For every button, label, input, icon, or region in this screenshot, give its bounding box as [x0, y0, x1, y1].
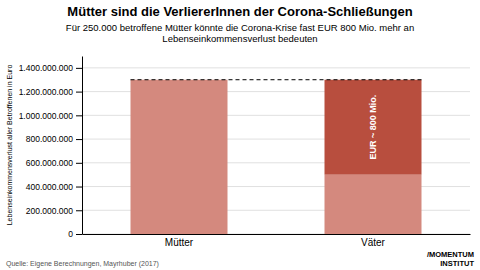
tick-label: Mütter: [165, 237, 194, 248]
tick-mark: [76, 68, 82, 69]
axis-line: [83, 234, 471, 235]
tick: 200.000.000: [26, 205, 82, 215]
chart: Mütter sind die VerliererInnen der Coron…: [0, 0, 480, 270]
tick-mark: [76, 92, 82, 93]
subtitle-line: Für 250.000 betroffene Mütter könnte die…: [66, 22, 414, 33]
annotation: EUR ~ 800 Mio.: [368, 95, 378, 160]
bar: [325, 80, 422, 175]
y-axis-title: Lebenseinkommensverlust aller Betroffene…: [6, 65, 13, 226]
tick: Väter: [361, 234, 386, 248]
tick-mark: [76, 187, 82, 188]
tick-mark: [76, 163, 82, 164]
source: Quelle: Eigene Berechnungen, Mayrhuber (…: [6, 260, 159, 268]
tick: Mütter: [165, 234, 194, 248]
tick-mark: [76, 115, 82, 116]
logo: INSTITUT: [440, 259, 474, 268]
grid: [82, 68, 470, 234]
tick-mark: [76, 210, 82, 211]
subtitle-line: Lebenseinkommensverlust bedeuten: [162, 33, 317, 44]
reference-line: [131, 79, 422, 80]
tick-label: 200.000.000: [26, 205, 74, 215]
tick-label: 1.000.000.000: [19, 111, 74, 121]
tick-label: 600.000.000: [26, 158, 74, 168]
tick: 0: [68, 229, 82, 239]
bar: [131, 80, 228, 234]
tick-label: 1.200.000.000: [19, 87, 74, 97]
y-axis: 0 200.000.000 400.000.000 600.000.000 800.00…: [19, 57, 83, 240]
logo: /MOMENTUM: [427, 250, 474, 259]
subtitle: Für 250.000 betroffene Mütter könnte die…: [66, 22, 414, 44]
tick: 1.000.000.000: [19, 111, 82, 121]
tick: 400.000.000: [26, 182, 82, 192]
axis-line: [82, 57, 83, 235]
tick-label: 400.000.000: [26, 182, 74, 192]
tick-mark: [76, 234, 82, 235]
tick: 1.400.000.000: [19, 63, 82, 73]
x-axis: Mütter Väter: [83, 234, 471, 248]
bar: [325, 175, 422, 234]
plot: EUR ~ 800 Mio. 0 200.000.000 400.000.000 600…: [19, 57, 471, 249]
bars: [131, 80, 422, 234]
tick-label: 800.000.000: [26, 134, 74, 144]
grid-line: [82, 67, 470, 68]
tick: 600.000.000: [26, 158, 82, 168]
tick-label: 1.400.000.000: [19, 63, 74, 73]
tick-label: Väter: [361, 237, 386, 248]
tick: 800.000.000: [26, 134, 82, 144]
tick: 1.200.000.000: [19, 87, 82, 97]
tick-mark: [76, 139, 82, 140]
tick-label: 0: [68, 229, 73, 239]
title: Mütter sind die VerliererInnen der Coron…: [67, 4, 412, 19]
